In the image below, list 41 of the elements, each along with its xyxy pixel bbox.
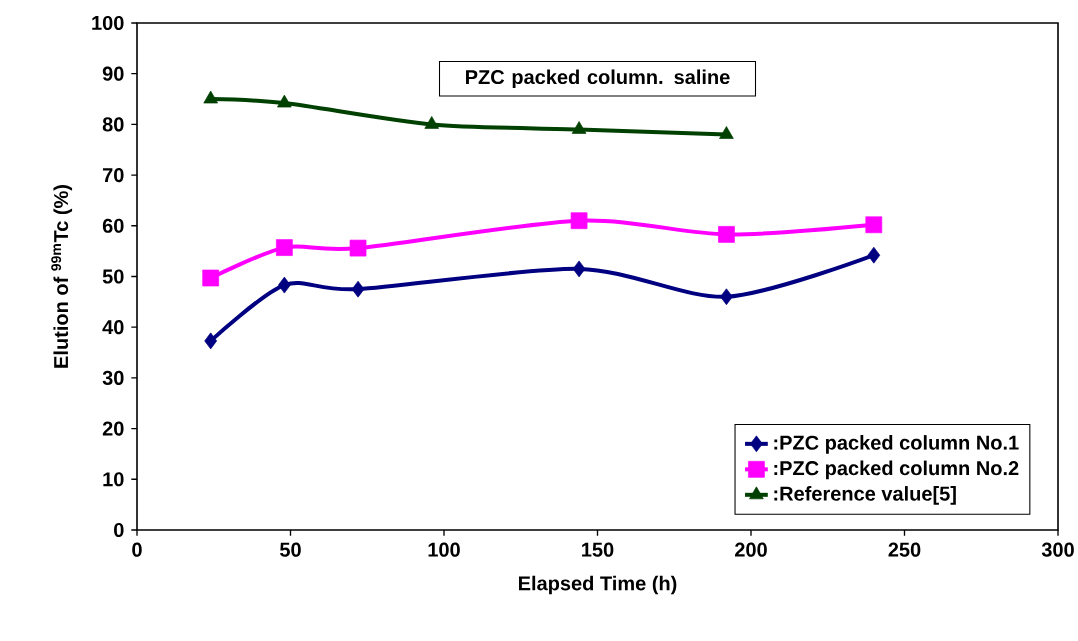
y-tick-label: 60 [102, 218, 124, 233]
point [865, 216, 883, 234]
y-tick-label: 30 [102, 370, 124, 385]
point [718, 226, 735, 243]
y-tick-label: 10 [103, 472, 124, 487]
y-tick-label: 40 [102, 320, 124, 335]
x-tick-label: 250 [888, 542, 921, 557]
x-tick-label: 100 [428, 542, 460, 557]
y-tick-label: 70 [102, 168, 124, 183]
y-axis-title: Elution of $^{99m}$Tc (%) [51, 185, 73, 368]
point [276, 239, 293, 256]
legend-label: :PZC packed column No.2 [774, 460, 1019, 480]
point [867, 246, 881, 264]
legend-label: :Reference value[5] [774, 486, 956, 505]
x-tick-label: 200 [735, 542, 767, 557]
point [719, 126, 734, 139]
legend-label: :PZC packed column No.1 [774, 435, 1019, 454]
point [571, 121, 587, 134]
x-tick-label: 0 [132, 542, 142, 557]
point [570, 212, 588, 230]
y-tick-label: 90 [102, 66, 124, 81]
x-axis-title: Elapsed Time (h) [519, 575, 677, 595]
point [202, 269, 220, 287]
y-tick-label: 50 [102, 269, 124, 284]
y-tick-label: 100 [92, 15, 124, 31]
text: PZC packed column. saline [466, 69, 730, 89]
y-tick-label: 80 [102, 117, 124, 132]
x-tick-label: 50 [279, 542, 301, 557]
point [349, 239, 367, 257]
point [720, 288, 733, 306]
x-tick-label: 150 [582, 542, 614, 557]
y-tick-label: 0 [114, 522, 124, 538]
y-tick-label: 20 [102, 421, 124, 436]
point [351, 280, 365, 298]
point [204, 332, 218, 350]
x-tick-label: 300 [1041, 542, 1074, 557]
point [572, 260, 586, 278]
point [424, 116, 439, 129]
point [278, 276, 291, 294]
point [203, 90, 218, 104]
point [277, 94, 292, 108]
